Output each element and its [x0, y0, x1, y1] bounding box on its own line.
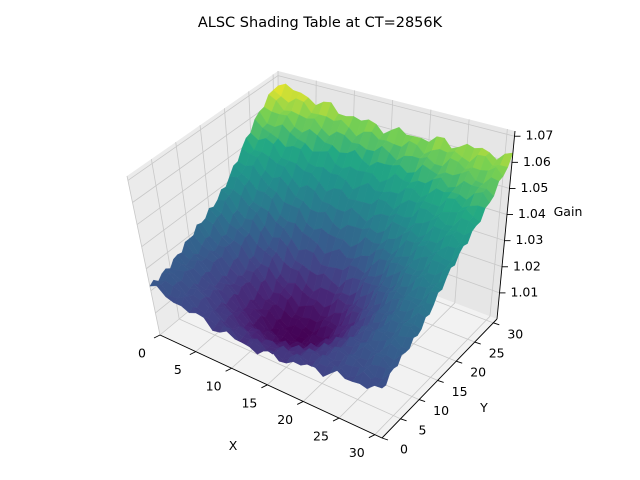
surface-plot [149, 83, 514, 389]
z-tick-label: 1.07 [526, 128, 554, 143]
y-tick-label: 0 [400, 442, 408, 457]
x-tick-label: 5 [174, 362, 182, 377]
y-tick-mark [381, 437, 389, 441]
chart-title: ALSC Shading Table at CT=2856K [198, 15, 443, 31]
x-tick-mark [332, 417, 340, 422]
z-tick-label: 1.01 [511, 284, 539, 299]
grid-line-x [374, 316, 491, 435]
y-tick-mark [456, 360, 463, 364]
grid-line-y [179, 318, 401, 420]
x-tick-label: 20 [277, 412, 293, 427]
x-tick-mark [297, 401, 304, 405]
y-axis-line [381, 318, 498, 439]
y-tick-label: 25 [489, 346, 505, 361]
z-tick-label: 1.02 [513, 258, 541, 273]
y-tick-mark [437, 379, 444, 383]
grid-line-z [127, 75, 279, 181]
x-axis-line [159, 334, 383, 439]
z-axis-label: Gain [554, 204, 583, 219]
back-left-pane [127, 71, 279, 335]
x-tick-mark [153, 334, 161, 339]
y-tick-label: 5 [419, 422, 427, 437]
x-tick-label: 30 [349, 445, 365, 460]
grid-line-z [132, 98, 279, 203]
z-tick-label: 1.04 [518, 206, 546, 221]
grid-line-z [277, 75, 515, 137]
y-tick-mark [400, 418, 407, 422]
x-tick-mark [225, 367, 232, 372]
x-axis-label: X [229, 438, 238, 453]
y-tick-label: 10 [433, 403, 449, 418]
x-tick-label: 25 [313, 429, 329, 444]
y-tick-label: 20 [470, 365, 486, 380]
x-tick-label: 0 [138, 346, 146, 361]
x-tick-label: 10 [206, 379, 222, 394]
z-tick-label: 1.06 [523, 154, 551, 169]
y-tick-mark [493, 322, 500, 326]
y-axis-label: Y [479, 400, 488, 415]
y-tick-label: 15 [452, 384, 468, 399]
x-tick-mark [261, 384, 268, 389]
y-tick-mark [418, 399, 426, 403]
z-tick-label: 1.05 [521, 180, 549, 195]
x-tick-label: 15 [241, 395, 257, 410]
z-tick-label: 1.03 [516, 232, 544, 247]
y-tick-mark [474, 341, 481, 345]
x-tick-mark [368, 434, 376, 439]
surface-facet [374, 383, 387, 389]
x-tick-mark [189, 351, 197, 356]
y-tick-label: 30 [507, 326, 523, 341]
